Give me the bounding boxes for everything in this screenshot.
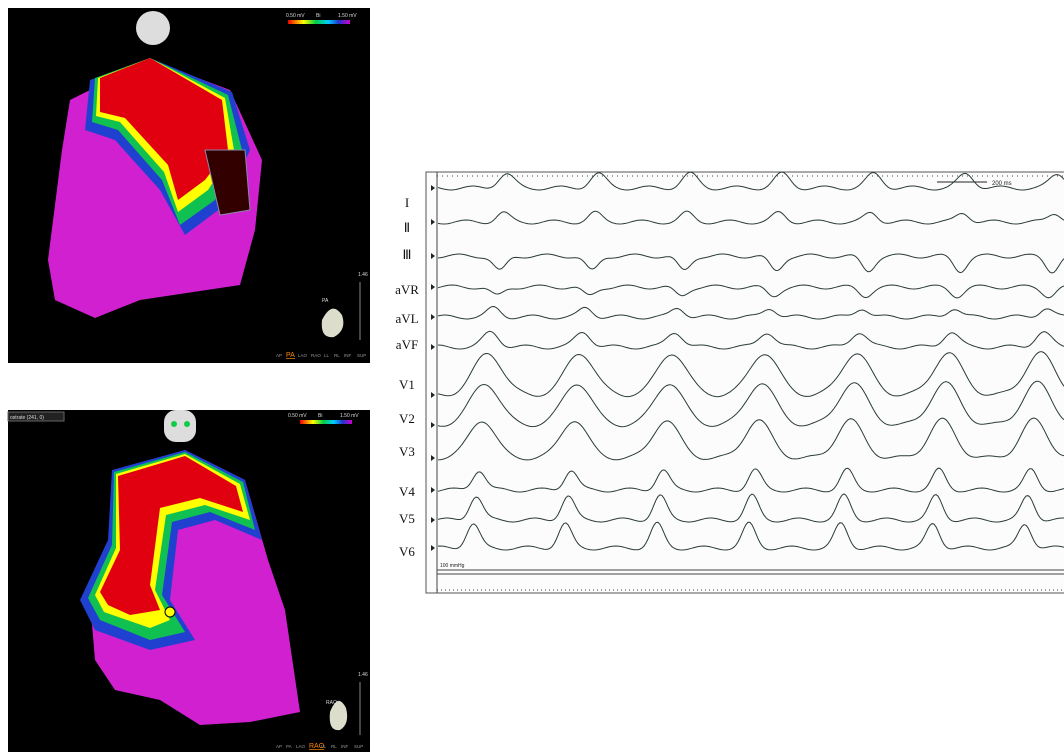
lead-marker <box>431 455 435 461</box>
lead-marker <box>431 284 435 290</box>
view-button[interactable]: PA <box>286 744 292 749</box>
top-map: 0.50 mV Bi 1.50 mV 1.46 PA AP PA LAO RAO LL R… <box>8 8 370 363</box>
orientation-head <box>136 11 170 45</box>
view-label: RAO <box>326 700 337 706</box>
lead-marker <box>431 344 435 350</box>
opening <box>204 149 251 216</box>
ecg-trace <box>437 521 1064 551</box>
view-button[interactable]: INF <box>344 353 352 358</box>
lead-label: V4 <box>399 484 415 499</box>
ecg-trace <box>437 253 1064 274</box>
view-button[interactable]: LAO <box>298 353 308 358</box>
heart-icon <box>329 700 348 731</box>
view-button[interactable]: INF <box>341 744 349 749</box>
view-button[interactable]: RL <box>331 744 337 749</box>
ecg-trace <box>437 380 1064 428</box>
lead-label: I <box>405 195 409 210</box>
view-button[interactable]: LL <box>321 744 327 749</box>
pressure-label: 100 mmHg <box>440 563 465 569</box>
scale-max: 1.50 mV <box>340 413 359 419</box>
color-bar <box>300 420 352 424</box>
side-value: 1.46 <box>358 672 368 678</box>
lead-marker <box>431 487 435 493</box>
view-label: PA <box>322 298 329 304</box>
lead-label: aVR <box>395 282 419 297</box>
lead-label: aVL <box>395 311 418 326</box>
lead-label: V3 <box>399 444 415 459</box>
view-button[interactable]: RAO <box>311 353 321 358</box>
ecg-background <box>425 171 1064 594</box>
view-button[interactable]: SUP <box>354 744 363 749</box>
orientation-head <box>164 410 196 442</box>
lead-marker <box>431 422 435 428</box>
view-button[interactable]: SUP <box>357 353 366 358</box>
lead-marker <box>431 517 435 523</box>
ecg-trace <box>437 351 1064 398</box>
bottom-map: ostrate (241, 0) 0.50 mV Bi 1.50 mV 1.46… <box>7 410 370 752</box>
ecg-trace <box>437 467 1064 493</box>
view-button[interactable]: AP <box>276 353 282 358</box>
lead-marker <box>431 185 435 191</box>
ecg-trace <box>437 305 1064 320</box>
dropdown[interactable] <box>7 411 65 422</box>
view-button[interactable]: PA <box>286 352 295 359</box>
lead-marker <box>431 314 435 320</box>
scale-label: 200 ms <box>992 181 1012 187</box>
view-button[interactable]: LAO <box>296 744 306 749</box>
ecg-trace <box>437 330 1064 350</box>
scale-max: 1.50 mV <box>338 13 357 19</box>
lead-label: V6 <box>399 544 415 559</box>
lead-marker <box>431 253 435 259</box>
ecg-trace <box>437 210 1064 225</box>
view-button[interactable]: RL <box>334 353 340 358</box>
scale-mode: Bi <box>316 13 320 19</box>
ecg-trace <box>437 284 1064 299</box>
heart-icon <box>321 308 344 338</box>
ecg-trace <box>437 417 1064 461</box>
lead-label: V2 <box>399 411 415 426</box>
view-button[interactable]: RAO <box>309 743 325 750</box>
scar-region <box>100 456 243 615</box>
ecg-trace <box>437 171 1064 191</box>
dropdown-text: ostrate (241, 0) <box>10 415 44 421</box>
catheter-tip <box>164 606 176 618</box>
lead-label: V5 <box>399 511 415 526</box>
scar-region <box>100 58 228 200</box>
ecg-trace <box>437 493 1064 523</box>
scale-mode: Bi <box>318 413 322 419</box>
view-button[interactable]: AP <box>276 744 282 749</box>
view-button[interactable]: LL <box>324 353 330 358</box>
lead-label: Ⅲ <box>403 247 412 262</box>
scale-min: 0.50 mV <box>286 13 305 19</box>
lead-marker <box>431 219 435 225</box>
lead-label: Ⅱ <box>404 220 410 235</box>
lead-label: V1 <box>399 377 415 392</box>
side-value: 1.46 <box>358 272 368 278</box>
scale-min: 0.50 mV <box>288 413 307 419</box>
lead-marker <box>431 392 435 398</box>
lead-label: aVF <box>396 337 418 352</box>
color-bar <box>288 20 350 24</box>
lead-marker <box>431 545 435 551</box>
